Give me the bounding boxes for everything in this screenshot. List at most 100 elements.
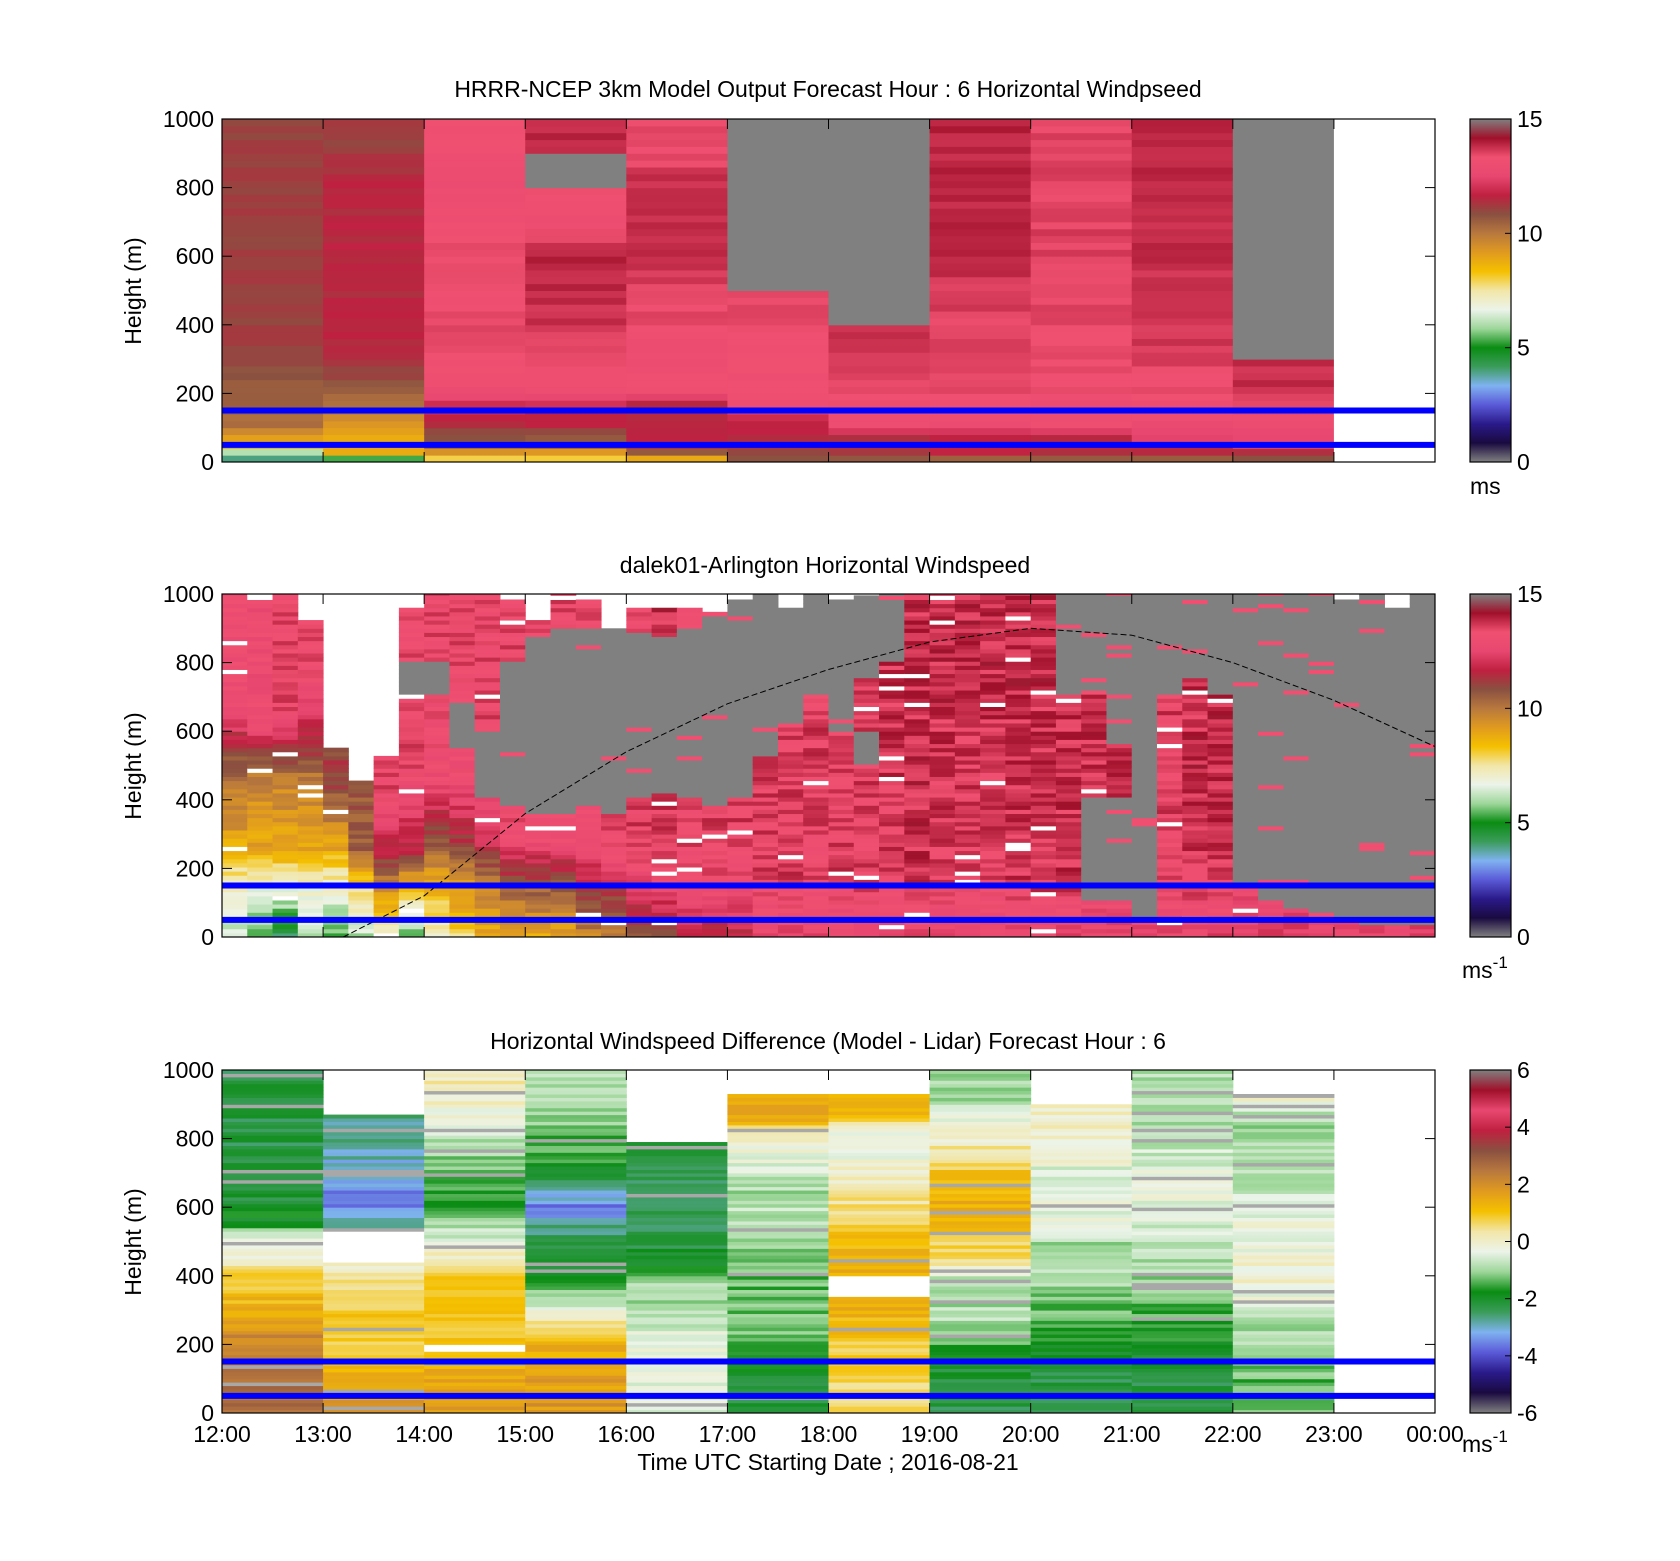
heatmap-cell	[1055, 760, 1082, 765]
heatmap-cell	[777, 624, 804, 629]
heatmap-cell	[1258, 854, 1284, 860]
heatmap-cell	[727, 665, 754, 670]
heatmap-cell	[803, 594, 829, 596]
heatmap-cell	[1131, 829, 1158, 835]
heatmap-cell	[373, 887, 400, 893]
heatmap-cell	[904, 932, 931, 937]
heatmap-cell	[929, 400, 1032, 408]
heatmap-cell	[1157, 685, 1183, 691]
heatmap-cell	[247, 871, 274, 876]
heatmap-cell	[1030, 640, 1057, 646]
heatmap-cell	[1359, 780, 1385, 786]
heatmap-cell	[929, 780, 956, 786]
heatmap-cell	[1384, 792, 1411, 798]
heatmap-cell	[424, 1265, 526, 1270]
heatmap-cell	[247, 685, 274, 691]
heatmap-cell	[1232, 801, 1259, 806]
heatmap-cell	[1131, 690, 1158, 695]
heatmap-cell	[1308, 755, 1335, 761]
heatmap-cell	[601, 932, 627, 937]
heatmap-cell	[676, 764, 703, 769]
heatmap-cell	[247, 780, 274, 786]
heatmap-cell	[525, 1183, 627, 1188]
heatmap-cell	[449, 636, 476, 642]
heatmap-cell	[1081, 594, 1107, 596]
heatmap-cell	[525, 657, 552, 662]
heatmap-cell	[1157, 899, 1183, 905]
heatmap-cell	[1359, 743, 1385, 749]
heatmap-cell	[297, 895, 324, 901]
heatmap-cell	[424, 607, 450, 613]
heatmap-cell	[449, 821, 476, 827]
heatmap-cell	[980, 698, 1006, 703]
heatmap-cell	[702, 640, 728, 646]
heatmap-cell	[424, 661, 450, 666]
heatmap-cell	[601, 706, 627, 712]
heatmap-cell	[247, 760, 274, 765]
heatmap-cell	[803, 805, 829, 810]
heatmap-cell	[879, 690, 905, 695]
heatmap-cell	[348, 908, 375, 913]
heatmap-cell	[1106, 714, 1133, 720]
heatmap-cell	[424, 1124, 526, 1129]
heatmap-cell	[1005, 875, 1032, 880]
heatmap-cell	[1182, 669, 1209, 675]
heatmap-cell	[1207, 813, 1234, 819]
heatmap-cell	[424, 1244, 526, 1249]
heatmap-cell	[1283, 673, 1310, 679]
heatmap-cell	[1258, 858, 1284, 864]
heatmap-cell	[1055, 797, 1082, 802]
heatmap-cell	[222, 1375, 324, 1380]
heatmap-cell	[222, 413, 324, 422]
heatmap-cell	[1182, 652, 1209, 658]
heatmap-cell	[1131, 297, 1234, 305]
heatmap-cell	[626, 694, 653, 699]
heatmap-cell	[626, 817, 653, 823]
heatmap-cell	[424, 764, 450, 769]
heatmap-cell	[1030, 221, 1133, 230]
heatmap-cell	[1359, 875, 1385, 880]
heatmap-cell	[1258, 648, 1284, 654]
heatmap-cell	[954, 862, 981, 868]
heatmap-cell	[702, 809, 728, 815]
heatmap-cell	[1384, 714, 1411, 720]
heatmap-cell	[626, 201, 728, 209]
heatmap-cell	[954, 710, 981, 716]
heatmap-cell	[954, 846, 981, 852]
heatmap-cell	[474, 594, 501, 596]
heatmap-cell	[727, 739, 754, 745]
heatmap-cell	[297, 665, 324, 670]
heatmap-cell	[727, 755, 754, 761]
heatmap-cell	[651, 924, 678, 930]
heatmap-cell	[954, 620, 981, 625]
heatmap-cell	[348, 784, 375, 790]
heatmap-cell	[348, 867, 375, 872]
heatmap-cell	[929, 760, 956, 765]
heatmap-cell	[803, 858, 829, 864]
heatmap-cell	[297, 706, 324, 712]
heatmap-cell	[1359, 908, 1385, 913]
heatmap-cell	[525, 632, 552, 638]
heatmap-cell	[398, 702, 425, 708]
heatmap-cell	[424, 1200, 526, 1205]
heatmap-cell	[676, 620, 703, 625]
heatmap-cell	[424, 1306, 526, 1311]
heatmap-cell	[575, 858, 602, 864]
heatmap-cell	[1333, 817, 1360, 823]
heatmap-cell	[323, 1231, 425, 1236]
heatmap-cell	[222, 611, 248, 617]
heatmap-cell	[222, 187, 324, 195]
heatmap-cell	[424, 1275, 526, 1280]
heatmap-cell	[1131, 187, 1234, 195]
heatmap-cell	[323, 928, 349, 934]
heatmap-cell	[424, 731, 450, 736]
heatmap-cell	[222, 904, 248, 909]
heatmap-cell	[626, 780, 653, 786]
heatmap-cell	[929, 829, 956, 835]
heatmap-cell	[222, 434, 324, 442]
heatmap-cell	[904, 718, 931, 724]
heatmap-cell	[474, 764, 501, 769]
heatmap-cell	[879, 731, 905, 736]
heatmap-cell	[272, 632, 299, 638]
